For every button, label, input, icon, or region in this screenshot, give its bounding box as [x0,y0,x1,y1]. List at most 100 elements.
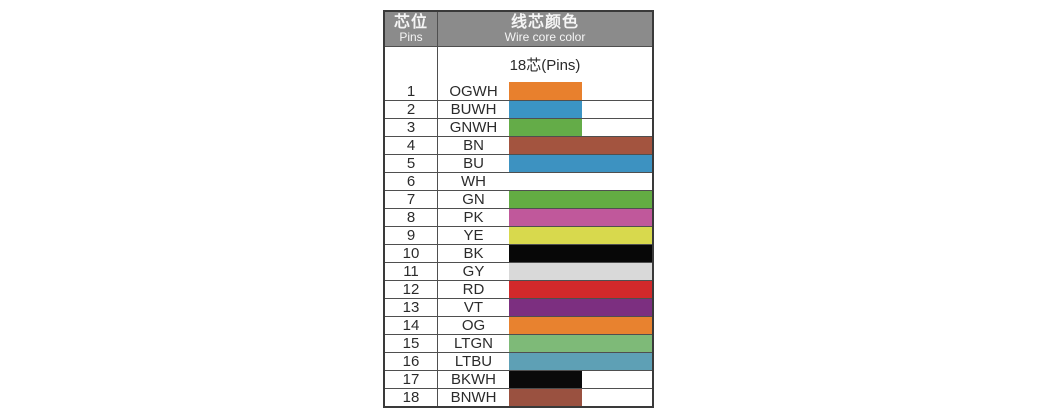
pin-number: 18 [385,389,438,406]
swatch-area [509,299,652,316]
color-swatch [509,317,652,334]
swatch-area [509,263,652,280]
header-pins-cell: 芯位 Pins [385,12,438,46]
subheader-empty-cell [385,47,438,82]
table-row: 2 BUWH [385,100,652,118]
wire-color-cell: GY [438,263,652,280]
pin-number: 5 [385,155,438,172]
header-pins-label-zh: 芯位 [393,13,428,31]
wire-color-cell: BK [438,245,652,262]
table-header-row: 芯位 Pins 线芯颜色 Wire core color [385,12,652,46]
color-swatch [509,335,652,352]
table-subheader-row: 18芯(Pins) [385,46,652,82]
pin-number: 17 [385,371,438,388]
wire-color-cell: RD [438,281,652,298]
swatch-area [509,82,652,100]
pin-number: 2 [385,101,438,118]
color-swatch [509,191,652,208]
subheader-core-count-label: 18芯(Pins) [509,57,581,74]
table-row: 11 GY [385,262,652,280]
wire-code-label: BK [463,245,484,262]
wire-color-cell: PK [438,209,652,226]
color-swatch [509,173,652,190]
wire-code-label: YE [463,227,484,244]
pin-number: 1 [385,82,438,100]
wire-code-label: GY [462,263,485,280]
pin-number: 14 [385,317,438,334]
wire-color-cell: BNWH [438,389,652,406]
table-body: 1 OGWH 2 BUWH 3 GNWH 4 BN 5 BU 6 WH 7 GN 8 PK 9 YE 10 BK 11 G… [385,82,652,406]
table-row: 14 OG [385,316,652,334]
swatch-area [509,317,652,334]
wire-code-label: BKWH [451,371,496,388]
wire-code-label: GNWH [449,119,498,136]
header-wire-color-cell: 线芯颜色 Wire core color [438,12,652,46]
wire-code-label: LTGN [454,335,493,352]
swatch-area [509,191,652,208]
table-row: 12 RD [385,280,652,298]
pin-number: 16 [385,353,438,370]
color-swatch [509,389,582,406]
color-swatch [509,281,652,298]
wire-color-cell: OG [438,317,652,334]
pin-number: 10 [385,245,438,262]
swatch-area [509,101,652,118]
wire-color-cell: OGWH [438,82,652,100]
table-row: 15 LTGN [385,334,652,352]
wire-code-label: LTBU [454,353,493,370]
wire-color-cell: GN [438,191,652,208]
wire-code-label: OGWH [449,82,498,100]
color-swatch [509,263,652,280]
pin-number: 8 [385,209,438,226]
swatch-area [509,281,652,298]
color-swatch [509,353,652,370]
table-row: 8 PK [385,208,652,226]
table-row: 16 LTBU [385,352,652,370]
table-row: 18 BNWH [385,388,652,406]
wire-color-table: 芯位 Pins 线芯颜色 Wire core color 18芯(Pins) 1… [383,10,654,408]
wire-code-label: BU [463,155,484,172]
wire-color-cell: BKWH [438,371,652,388]
table-row: 9 YE [385,226,652,244]
wire-code-label: GN [462,191,485,208]
table-row: 7 GN [385,190,652,208]
wire-code-label: BN [463,137,484,154]
wire-code-label: OG [461,317,486,334]
swatch-area [509,137,652,154]
header-wire-color-label-en: Wire core color [504,30,586,45]
pin-number: 15 [385,335,438,352]
swatch-area [509,227,652,244]
color-swatch [509,371,582,388]
header-pins-label-en: Pins [399,30,423,45]
pin-number: 9 [385,227,438,244]
table-row: 4 BN [385,136,652,154]
pin-number: 7 [385,191,438,208]
swatch-area [509,245,652,262]
color-swatch [509,82,582,100]
pin-number: 13 [385,299,438,316]
pin-number: 11 [385,263,438,280]
swatch-area [509,119,652,136]
pin-number: 3 [385,119,438,136]
color-swatch [509,209,652,226]
wire-color-cell: YE [438,227,652,244]
wire-code-label: VT [463,299,484,316]
wire-color-cell: BUWH [438,101,652,118]
swatch-area [509,353,652,370]
table-row: 1 OGWH [385,82,652,100]
pin-number: 12 [385,281,438,298]
table-row: 13 VT [385,298,652,316]
wire-code-label: PK [463,209,484,226]
color-swatch [509,245,652,262]
wire-color-cell: WH [438,173,652,190]
wire-code-label: WH [461,173,486,190]
color-swatch [509,119,582,136]
swatch-area [509,335,652,352]
swatch-area [509,209,652,226]
swatch-area [509,155,652,172]
wire-color-cell: GNWH [438,119,652,136]
table-row: 17 BKWH [385,370,652,388]
wire-color-cell: BN [438,137,652,154]
wire-code-label: BUWH [450,101,497,118]
